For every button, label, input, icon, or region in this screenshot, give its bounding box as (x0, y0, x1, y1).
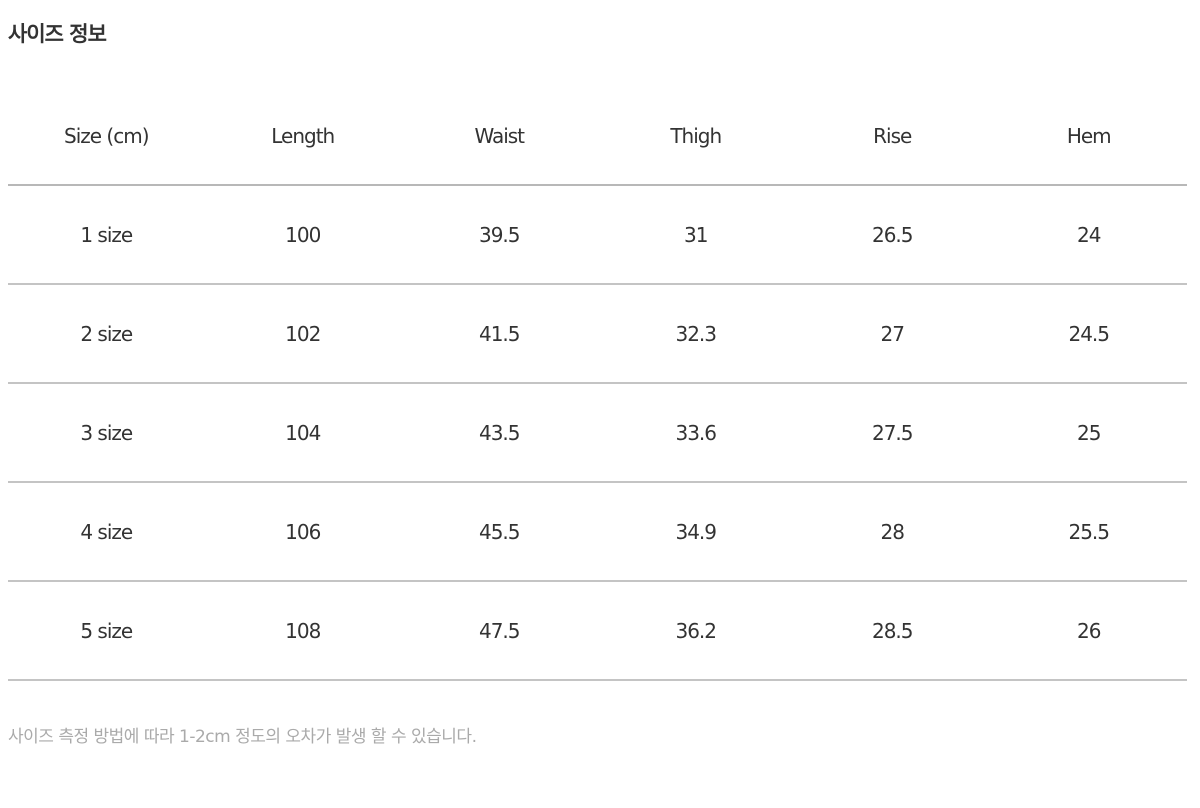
cell-waist: 45.5 (401, 482, 598, 582)
table-row: 5 size 108 47.5 36.2 28.5 26 (8, 581, 1187, 681)
cell-hem: 24.5 (990, 284, 1187, 384)
cell-waist: 47.5 (401, 581, 598, 681)
size-table: Size (cm) Length Waist Thigh Rise Hem 1 … (8, 88, 1187, 681)
cell-size: 5 size (8, 581, 205, 681)
cell-thigh: 33.6 (597, 383, 794, 483)
table-row: 1 size 100 39.5 31 26.5 24 (8, 185, 1187, 285)
header-size: Size (cm) (8, 88, 205, 186)
header-waist: Waist (401, 88, 598, 186)
cell-waist: 43.5 (401, 383, 598, 483)
cell-length: 108 (204, 581, 401, 681)
cell-hem: 25.5 (990, 482, 1187, 582)
cell-rise: 27.5 (794, 383, 991, 483)
cell-thigh: 31 (597, 185, 794, 285)
cell-waist: 39.5 (401, 185, 598, 285)
cell-length: 102 (204, 284, 401, 384)
cell-thigh: 32.3 (597, 284, 794, 384)
table-header-row: Size (cm) Length Waist Thigh Rise Hem (8, 88, 1187, 186)
page-title: 사이즈 정보 (8, 22, 107, 46)
cell-size: 1 size (8, 185, 205, 285)
cell-size: 2 size (8, 284, 205, 384)
cell-thigh: 34.9 (597, 482, 794, 582)
cell-waist: 41.5 (401, 284, 598, 384)
header-rise: Rise (794, 88, 991, 186)
cell-length: 106 (204, 482, 401, 582)
cell-hem: 24 (990, 185, 1187, 285)
cell-hem: 26 (990, 581, 1187, 681)
cell-length: 104 (204, 383, 401, 483)
header-hem: Hem (990, 88, 1187, 186)
cell-rise: 27 (794, 284, 991, 384)
header-length: Length (204, 88, 401, 186)
cell-rise: 28.5 (794, 581, 991, 681)
table-row: 3 size 104 43.5 33.6 27.5 25 (8, 383, 1187, 483)
header-thigh: Thigh (597, 88, 794, 186)
table-row: 4 size 106 45.5 34.9 28 25.5 (8, 482, 1187, 582)
cell-size: 4 size (8, 482, 205, 582)
cell-thigh: 36.2 (597, 581, 794, 681)
cell-size: 3 size (8, 383, 205, 483)
cell-length: 100 (204, 185, 401, 285)
cell-rise: 26.5 (794, 185, 991, 285)
cell-rise: 28 (794, 482, 991, 582)
cell-hem: 25 (990, 383, 1187, 483)
table-row: 2 size 102 41.5 32.3 27 24.5 (8, 284, 1187, 384)
measurement-note: 사이즈 측정 방법에 따라 1-2cm 정도의 오차가 발생 할 수 있습니다. (8, 727, 477, 747)
